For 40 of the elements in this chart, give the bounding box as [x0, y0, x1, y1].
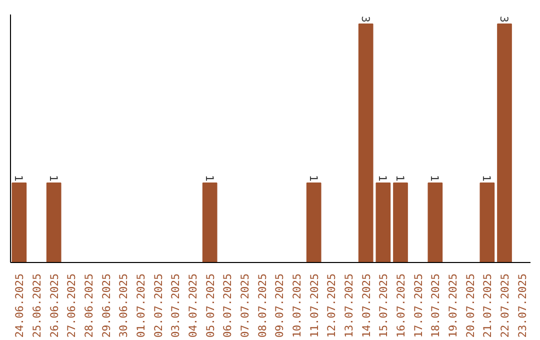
x-tick-label: 26.06.2025	[48, 274, 61, 338]
data-label: 3	[358, 16, 372, 22]
data-label: 1	[46, 175, 60, 182]
x-tick-label: 04.07.2025	[186, 274, 200, 338]
x-tick-label: 11.07.2025	[308, 274, 321, 338]
x-tick-label: 10.07.2025	[290, 274, 304, 338]
x-tick-label: 09.07.2025	[273, 274, 286, 338]
x-tick-label: 02.07.2025	[152, 274, 165, 338]
data-label: 1	[306, 175, 320, 182]
x-tick-label: 21.07.2025	[481, 274, 494, 338]
data-label: 1	[376, 175, 390, 182]
x-tick-label: 05.07.2025	[204, 274, 217, 338]
x-tick-label: 03.07.2025	[169, 274, 182, 338]
data-label: 1	[202, 175, 216, 182]
x-tick-label: 27.06.2025	[65, 274, 78, 338]
x-tick-label: 08.07.2025	[256, 274, 269, 338]
x-tick-label: 16.07.2025	[394, 274, 408, 338]
x-tick-label: 06.07.2025	[221, 274, 234, 338]
data-label: 1	[480, 175, 494, 182]
data-label: 1	[394, 175, 406, 182]
x-tick-label: 22.07.2025	[498, 274, 512, 338]
x-tick-label: 01.07.2025	[134, 274, 148, 338]
x-tick-label: 17.07.2025	[412, 274, 425, 338]
x-tick-label: 15.07.2025	[377, 274, 390, 338]
x-tick-label: 14.07.2025	[360, 274, 373, 338]
x-tick-label: 19.07.2025	[446, 274, 460, 338]
x-tick-label: 29.06.2025	[100, 274, 113, 338]
x-tick-label: 30.06.2025	[117, 274, 130, 338]
x-tick-label: 24.06.2025	[13, 274, 26, 338]
x-tick-label: 25.06.2025	[30, 274, 44, 338]
x-tick-label: 07.07.2025	[238, 274, 252, 338]
x-tick-label: 18.07.2025	[429, 274, 442, 338]
x-tick-label: 12.07.2025	[325, 274, 338, 338]
data-label: 1	[428, 175, 442, 182]
data-label: 3	[498, 16, 510, 22]
data-label: 1	[12, 175, 26, 182]
x-tick-label: 13.07.2025	[342, 274, 356, 338]
x-tick-label: 20.07.2025	[464, 274, 477, 338]
x-tick-label: 23.07.2025	[516, 274, 529, 338]
x-tick-label: 28.06.2025	[82, 274, 96, 338]
